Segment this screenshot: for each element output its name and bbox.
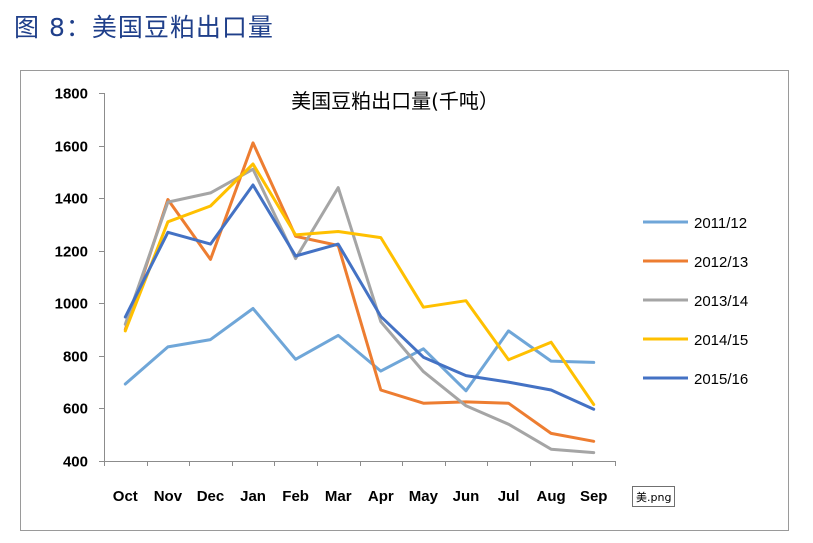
series-group [123, 141, 596, 455]
legend-item: 2013/14 [643, 293, 748, 310]
y-tick-label: 800 [63, 349, 88, 366]
series-line-2011-12 [123, 307, 596, 393]
legend-item: 2012/13 [643, 254, 748, 271]
x-tick-label: Mar [325, 488, 352, 505]
x-tick-label: Dec [197, 488, 225, 505]
x-tick-label: Oct [113, 488, 138, 505]
y-tick-label: 1800 [55, 86, 88, 103]
legend-label: 2011/12 [694, 215, 747, 232]
legend-item: 2015/16 [643, 371, 748, 388]
legend: 2011/12 2012/13 2013/14 2014/15 2015/16 [643, 215, 748, 388]
series-line-2012-13 [123, 141, 596, 443]
series-line-2013-14 [123, 167, 596, 455]
x-tick-label: Apr [368, 488, 394, 505]
image-label: 美.png [636, 491, 671, 504]
x-tick-label: Sep [580, 488, 608, 505]
x-tick-label: Feb [282, 488, 309, 505]
legend-item: 2014/15 [643, 332, 748, 349]
x-tick-label: Aug [537, 488, 566, 505]
legend-item: 2011/12 [643, 215, 747, 232]
x-tick-label: Nov [154, 488, 183, 505]
legend-label: 2015/16 [694, 371, 748, 388]
figure-caption: 图 8：美国豆粕出口量 [14, 13, 274, 42]
y-tick-label: 400 [63, 454, 88, 471]
x-tick-label: Jan [240, 488, 266, 505]
y-tick-label: 1200 [55, 244, 88, 261]
series-line-2015-16 [123, 183, 596, 411]
legend-label: 2013/14 [694, 293, 748, 310]
y-tick-label: 600 [63, 401, 88, 418]
chart-title: 美国豆粕出口量(千吨） [291, 89, 499, 113]
axes: 400 600 800 1000 1200 1400 1600 1800 Oct Nov Dec Ja… [55, 86, 616, 505]
y-tick-label: 1600 [55, 139, 88, 156]
x-tick-label: Jul [498, 488, 520, 505]
series-line-2014-15 [123, 162, 596, 406]
y-tick-label: 1400 [55, 191, 88, 208]
legend-label: 2014/15 [694, 332, 748, 349]
x-tick-label: May [409, 488, 439, 505]
image-label-box: 美.png [632, 486, 675, 507]
x-tick-label: Jun [453, 488, 480, 505]
legend-label: 2012/13 [694, 254, 748, 271]
y-tick-label: 1000 [55, 296, 88, 313]
